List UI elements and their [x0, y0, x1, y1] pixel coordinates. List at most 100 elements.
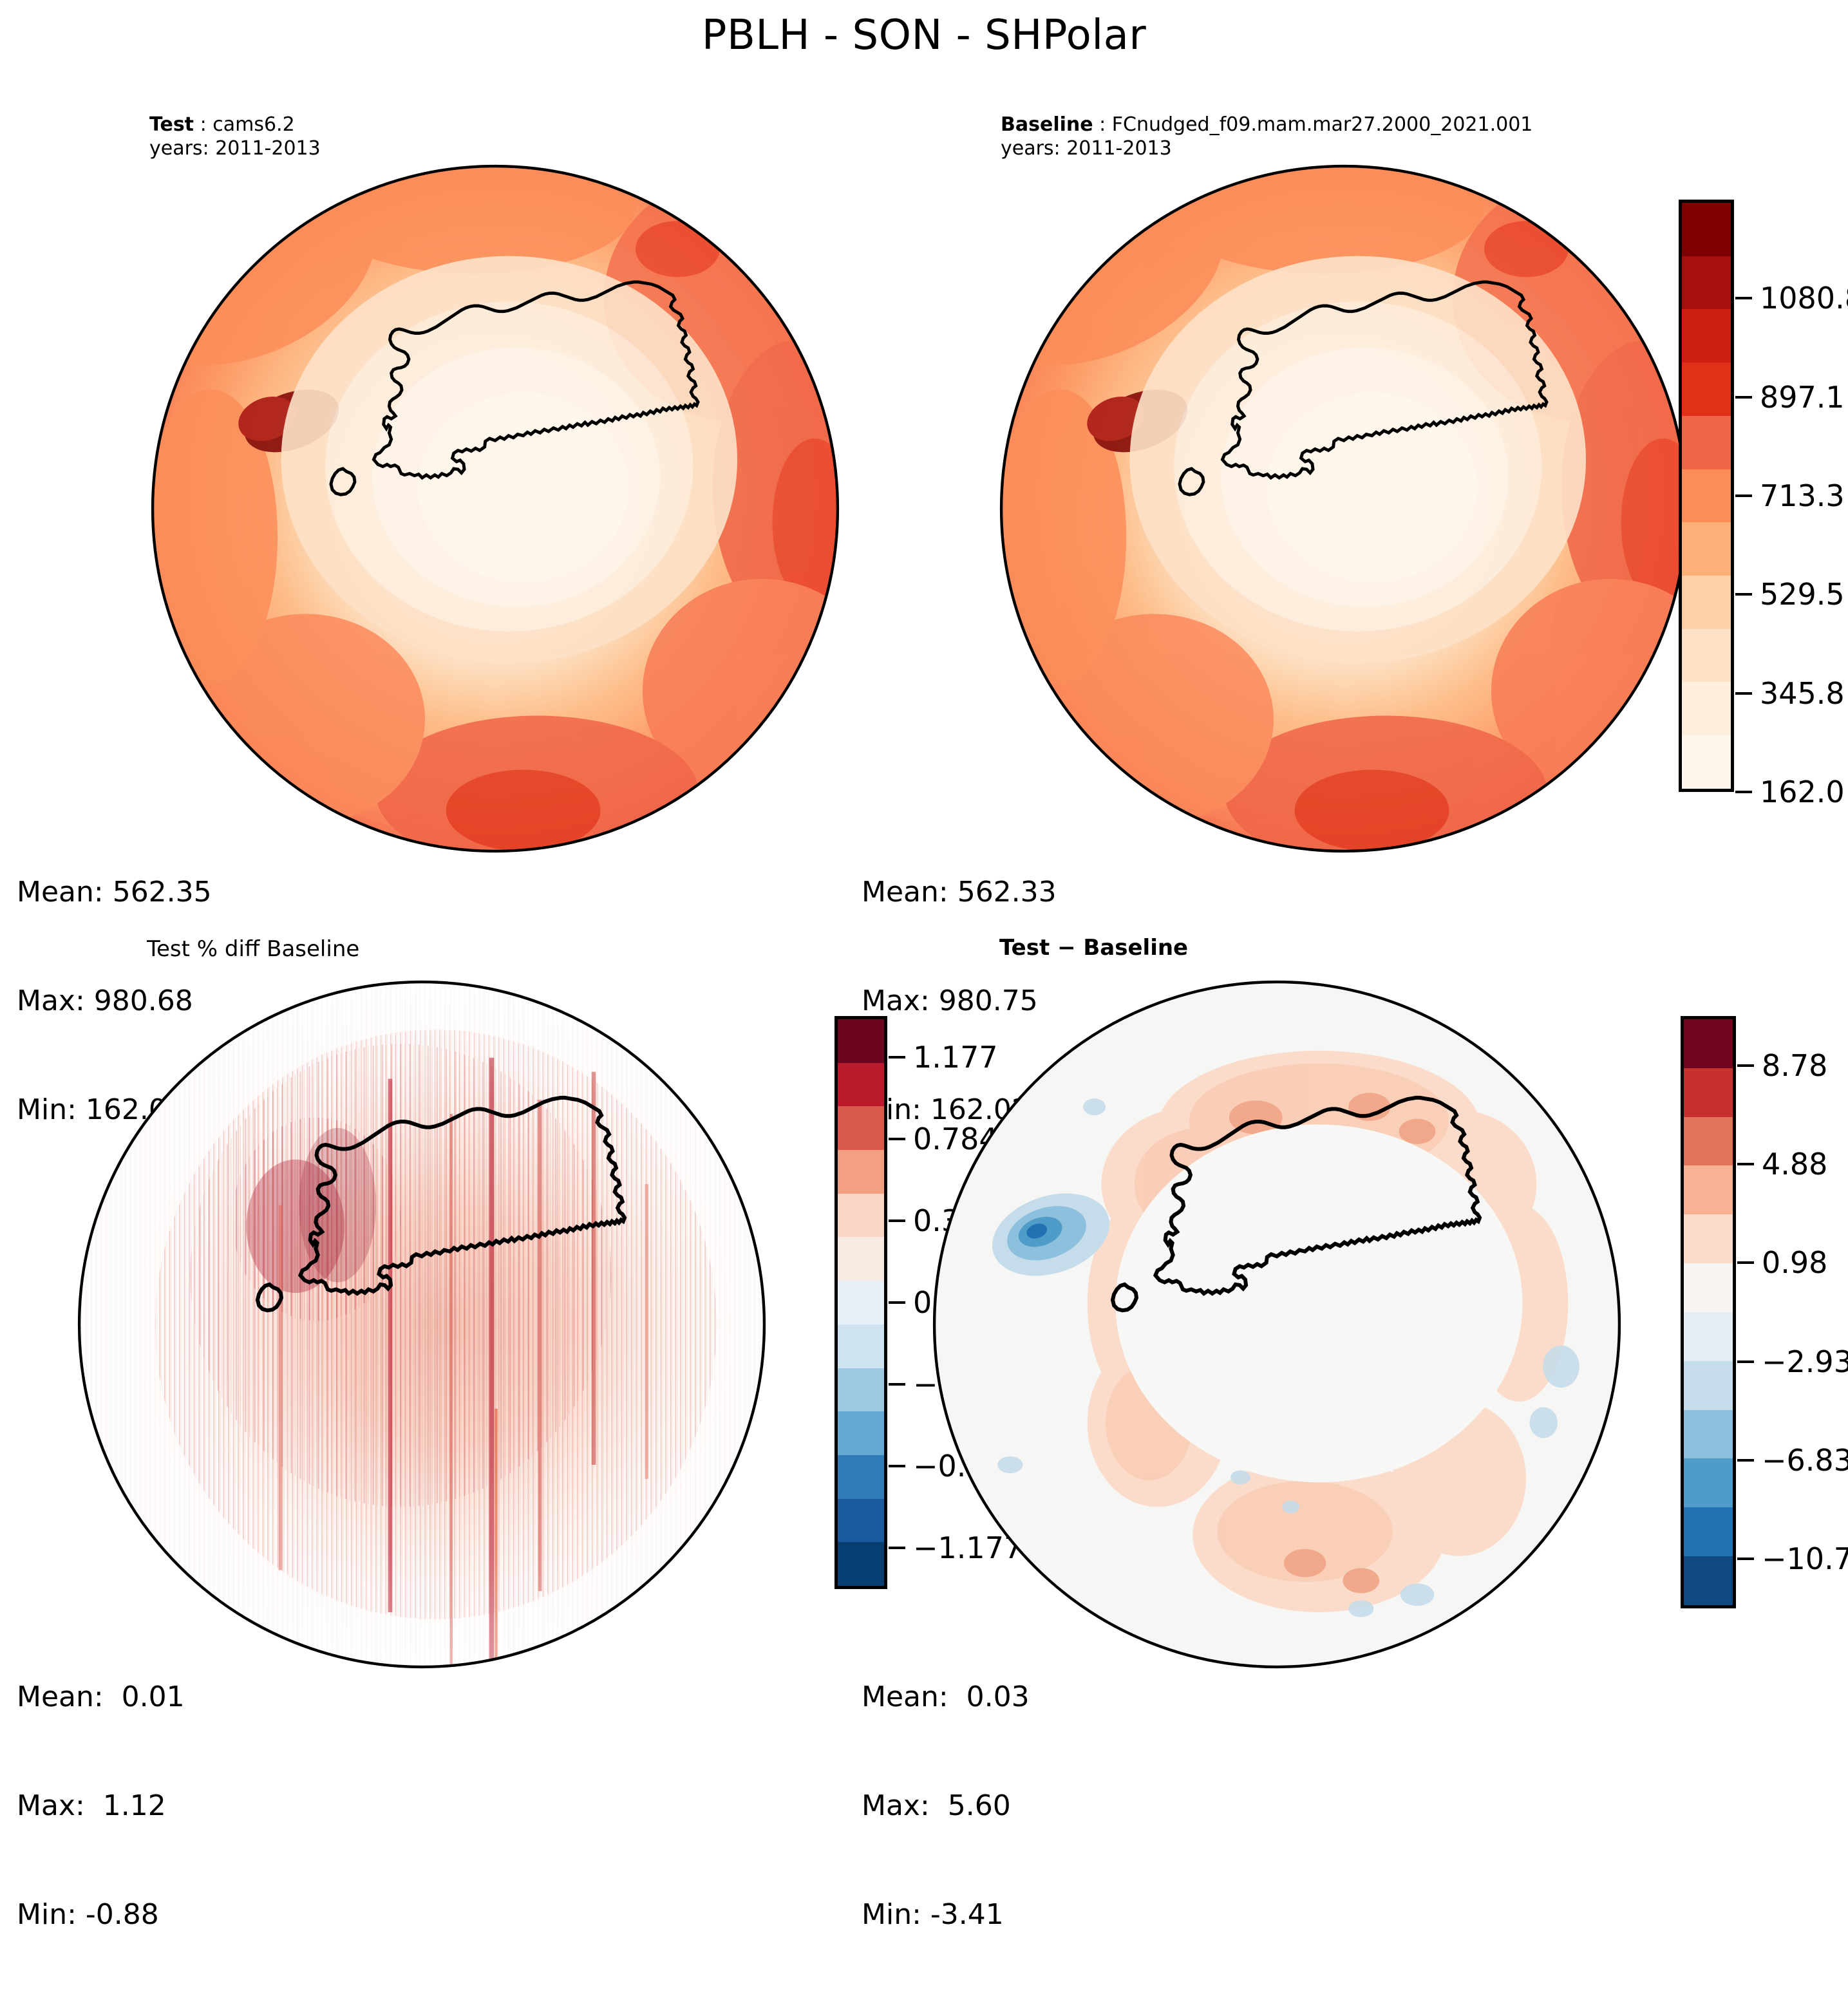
- colorbar-tick: [889, 1219, 905, 1222]
- pct-diff-stat-max: Max: 1.12: [17, 1789, 166, 1822]
- pct-diff-field: [79, 982, 764, 1667]
- test-label: Test: [149, 113, 194, 136]
- panel-pct-diff: Test % diff Baseline: [0, 927, 798, 1931]
- pct-diff-map[interactable]: [71, 974, 773, 1675]
- colorbar-band: [1682, 362, 1731, 416]
- colorbar-band: [1684, 1263, 1733, 1312]
- colorbar-tick: [1737, 1360, 1754, 1363]
- colorbar-tick: [889, 1055, 905, 1059]
- colorbar-tick-label: 162.0: [1760, 775, 1845, 809]
- colorbar-band: [1684, 1068, 1733, 1117]
- colorbar-band: [838, 1411, 884, 1455]
- colorbar-tick: [1735, 692, 1752, 695]
- test-stat-max: Max: 980.68: [17, 984, 193, 1017]
- colorbar-band: [1682, 256, 1731, 310]
- baseline-label: Baseline: [1001, 113, 1093, 136]
- abs-diff-stats: Mean: 0.03 Max: 5.60 Min: -3.41: [862, 1606, 1030, 2005]
- colorbar-tick: [889, 1465, 905, 1468]
- colorbar-band: [1684, 1019, 1733, 1068]
- colorbar-tick-label: 4.88: [1762, 1146, 1828, 1181]
- abs-diff-stat-max: Max: 5.60: [862, 1789, 1011, 1822]
- colorbar-band: [1684, 1507, 1733, 1557]
- colorbar-band: [838, 1106, 884, 1151]
- colorbar-band: [1684, 1458, 1733, 1508]
- map-boundary-circle: [77, 980, 766, 1669]
- colorbar-band: [1682, 576, 1731, 629]
- colorbar-tick: [1737, 1064, 1754, 1067]
- map-boundary-circle: [932, 980, 1621, 1669]
- baseline-stat-max: Max: 980.75: [862, 984, 1038, 1017]
- colorbar-band: [838, 1454, 884, 1499]
- colorbar-tick-label: 713.3: [1760, 478, 1845, 513]
- colorbar-tick-label: 897.1: [1760, 379, 1845, 415]
- colorbar-tick-label: 8.78: [1762, 1048, 1828, 1083]
- figure-title: PBLH - SON - SHPolar: [701, 12, 1147, 59]
- colorbar-band: [838, 1368, 884, 1412]
- colorbar-band: [1682, 309, 1731, 363]
- test-stat-mean: Mean: 562.35: [17, 875, 212, 908]
- pct-diff-title: Test % diff Baseline: [147, 936, 360, 962]
- colorbar-tick: [1737, 1261, 1754, 1265]
- baseline-map[interactable]: [993, 158, 1695, 860]
- baseline-stat-mean: Mean: 562.33: [862, 875, 1057, 908]
- colorbar-band: [838, 1150, 884, 1194]
- colorbar-band: [838, 1324, 884, 1368]
- baseline-caption: Baseline : FCnudged_f09.mam.mar27.2000_2…: [1001, 113, 1532, 160]
- pct-diff-stat-min: Min: -0.88: [17, 1897, 159, 1931]
- panel-baseline: Baseline : FCnudged_f09.mam.mar27.2000_2…: [850, 97, 1713, 1126]
- test-case-name: : cams6.2: [194, 113, 295, 136]
- colorbar-tick: [1737, 1558, 1754, 1561]
- panel-abs-diff: Test − Baseline: [850, 927, 1655, 1931]
- colorbar-band: [838, 1498, 884, 1543]
- colorbar-band: [1684, 1214, 1733, 1264]
- colorbar-band: [838, 1281, 884, 1324]
- colorbar-band: [1682, 469, 1731, 523]
- colorbar-band: [1684, 1556, 1733, 1605]
- colorbar-tick: [1735, 297, 1752, 300]
- colorbar-tick: [889, 1547, 905, 1550]
- abs-diff-field: [934, 982, 1619, 1667]
- test-map-field: [153, 166, 838, 851]
- abs-diff-stat-mean: Mean: 0.03: [862, 1680, 1030, 1713]
- colorbar-band: [1682, 682, 1731, 736]
- colorbar-band: [1682, 735, 1731, 789]
- baseline-map-field: [1001, 166, 1686, 851]
- colorbar-band: [838, 1062, 884, 1107]
- colorbar-band: [1682, 415, 1731, 469]
- colorbar-band: [1684, 1409, 1733, 1459]
- abs-diff-stat-min: Min: -3.41: [862, 1897, 1004, 1931]
- colorbar-main[interactable]: 162.0 345.8 529.5 713.3 897.1 1080.8: [1679, 200, 1848, 809]
- colorbar-tick: [889, 1301, 905, 1304]
- colorbar-abs-diff[interactable]: −10.73 −6.83 −2.93 0.98 4.88 8.78: [1681, 1016, 1848, 1608]
- baseline-case-name: : FCnudged_f09.mam.mar27.2000_2021.001: [1093, 113, 1533, 136]
- colorbar-tick: [889, 1137, 905, 1140]
- colorbar-tick-label: −6.83: [1762, 1443, 1848, 1478]
- abs-diff-title: Test − Baseline: [999, 935, 1189, 961]
- baseline-years: years: 2011-2013: [1001, 136, 1172, 160]
- test-years: years: 2011-2013: [149, 136, 321, 160]
- colorbar-tick-label: −10.73: [1762, 1541, 1848, 1577]
- pct-diff-stat-mean: Mean: 0.01: [17, 1680, 185, 1713]
- colorbar-tick-label: 1.177: [913, 1039, 998, 1075]
- colorbar-band: [838, 1237, 884, 1281]
- colorbar-band: [1684, 1360, 1733, 1410]
- colorbar-band: [838, 1542, 884, 1586]
- colorbar-band: [838, 1193, 884, 1238]
- colorbar-band: [1684, 1116, 1733, 1166]
- test-caption: Test : cams6.2 years: 2011-2013: [149, 113, 321, 160]
- test-map[interactable]: [144, 158, 846, 860]
- colorbar-tick: [1737, 1162, 1754, 1165]
- colorbar-band: [1682, 203, 1731, 256]
- colorbar-tick: [1735, 494, 1752, 497]
- colorbar-tick-label: 345.8: [1760, 675, 1845, 711]
- colorbar-tick: [1735, 395, 1752, 399]
- abs-diff-map[interactable]: [926, 974, 1628, 1675]
- colorbar-band: [838, 1019, 884, 1063]
- colorbar-band: [1682, 522, 1731, 576]
- colorbar-tick-label: 0.98: [1762, 1245, 1828, 1281]
- negative-anomaly-blob: [992, 1193, 1110, 1276]
- colorbar-band: [1684, 1312, 1733, 1361]
- colorbar-tick: [1737, 1459, 1754, 1462]
- colorbar-tick-label: −1.177: [913, 1530, 1023, 1566]
